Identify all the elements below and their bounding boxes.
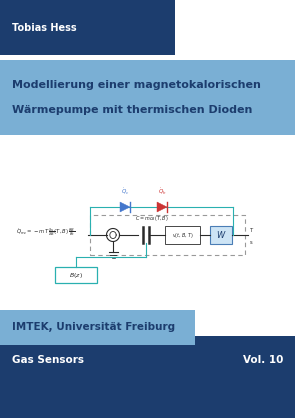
Bar bbox=[210, 226, 232, 244]
Bar bbox=[0, 310, 195, 345]
Bar bbox=[55, 267, 97, 283]
Text: Gas Sensors: Gas Sensors bbox=[12, 355, 84, 365]
Text: $\dot{Q}_h$: $\dot{Q}_h$ bbox=[158, 187, 166, 197]
Text: Tobias Hess: Tobias Hess bbox=[12, 23, 77, 33]
Text: $\dot{Q}_{mc} = -m\,T\,\frac{\partial s}{\partial B}(T,B)\,\frac{\delta B}{\delt: $\dot{Q}_{mc} = -m\,T\,\frac{\partial s}… bbox=[16, 226, 75, 238]
Text: $B(z)$: $B(z)$ bbox=[69, 270, 83, 280]
Bar bbox=[0, 60, 295, 135]
Bar bbox=[0, 0, 175, 55]
Polygon shape bbox=[120, 202, 130, 212]
Bar bbox=[0, 336, 295, 418]
Text: $\dot{Q}_c$: $\dot{Q}_c$ bbox=[121, 187, 129, 197]
Text: Wärmepumpe mit thermischen Dioden: Wärmepumpe mit thermischen Dioden bbox=[12, 105, 253, 115]
Text: s: s bbox=[250, 240, 253, 245]
Bar bbox=[90, 215, 245, 255]
Text: IMTEK, Universität Freiburg: IMTEK, Universität Freiburg bbox=[12, 322, 175, 332]
Text: $W$: $W$ bbox=[216, 229, 226, 240]
Bar bbox=[165, 226, 200, 244]
Text: $C = mc_B(T,B)$: $C = mc_B(T,B)$ bbox=[135, 214, 168, 223]
Text: T: T bbox=[250, 227, 253, 232]
Polygon shape bbox=[157, 202, 167, 212]
Text: Modellierung einer magnetokalorischen: Modellierung einer magnetokalorischen bbox=[12, 80, 261, 90]
Text: $v(t,B,T)$: $v(t,B,T)$ bbox=[172, 230, 193, 240]
Text: Vol. 10: Vol. 10 bbox=[242, 355, 283, 365]
